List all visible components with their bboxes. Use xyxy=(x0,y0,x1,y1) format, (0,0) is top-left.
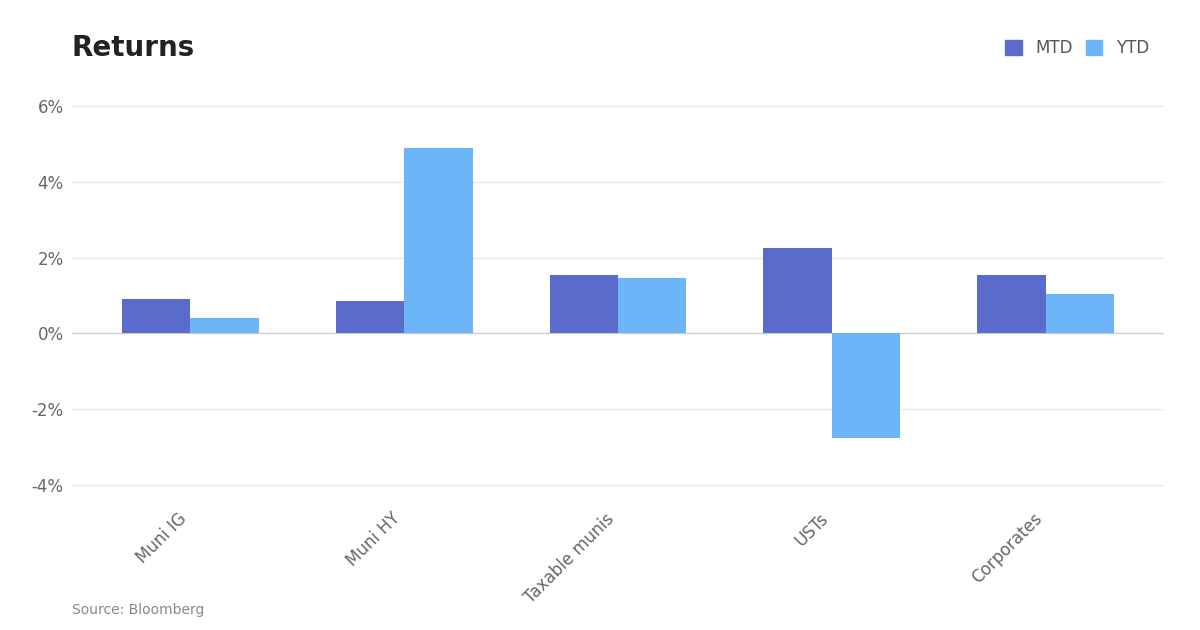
Bar xyxy=(404,147,473,333)
Bar xyxy=(550,275,618,333)
Bar xyxy=(763,248,832,333)
Bar xyxy=(1046,294,1115,333)
Bar xyxy=(978,275,1046,333)
Bar xyxy=(190,318,258,333)
Bar xyxy=(832,333,900,438)
Legend: MTD, YTD: MTD, YTD xyxy=(998,33,1156,64)
Text: Source: Bloomberg: Source: Bloomberg xyxy=(72,604,204,617)
Bar xyxy=(121,299,190,333)
Bar xyxy=(336,301,404,333)
Bar xyxy=(618,278,686,333)
Text: Returns: Returns xyxy=(72,34,196,62)
